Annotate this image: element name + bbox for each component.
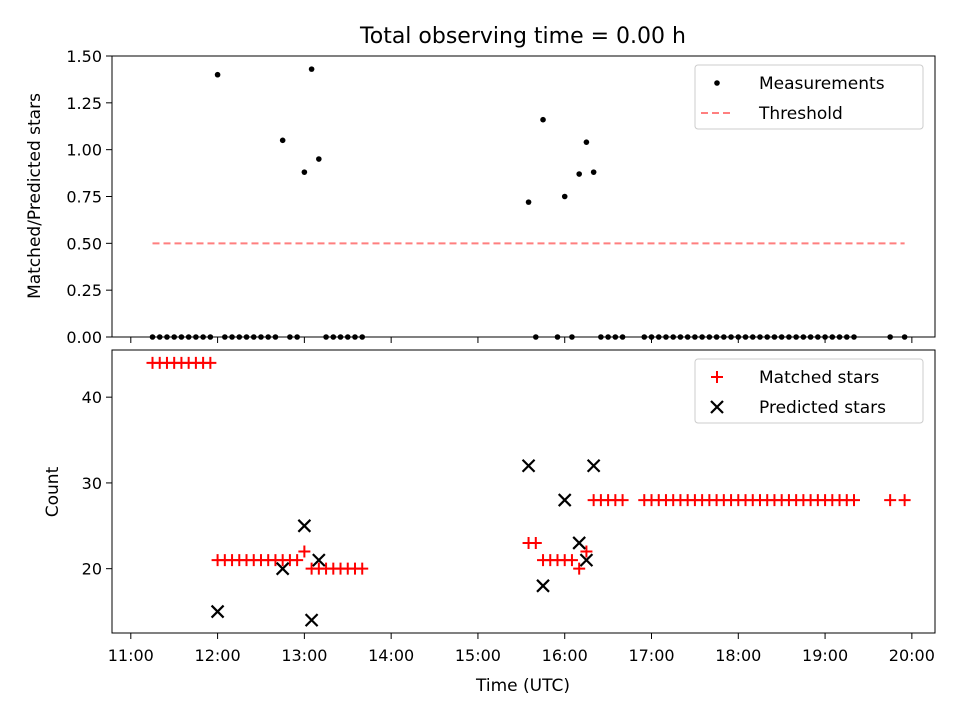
ratio-axes: 0.00 0.25 0.50 0.75 1.00 1.25 1.50 bbox=[66, 47, 913, 347]
ratio-legend: Measurements Threshold bbox=[694, 64, 924, 130]
legend-label: Measurements bbox=[759, 74, 885, 94]
plot-frame bbox=[111, 55, 936, 338]
matched-star-point bbox=[580, 545, 593, 558]
y-tick-label: 0.25 bbox=[66, 281, 102, 300]
legend-box bbox=[694, 358, 924, 424]
x-tick-label: 11:00 bbox=[108, 646, 154, 665]
matched-star-point bbox=[356, 562, 369, 575]
measurement-point bbox=[214, 71, 221, 78]
predicted-star-point bbox=[275, 561, 290, 576]
predicted-star-point bbox=[586, 458, 601, 473]
legend-label: Matched stars bbox=[759, 368, 879, 388]
measurement-point bbox=[301, 169, 308, 175]
x-tick-label: 14:00 bbox=[368, 646, 414, 665]
predicted-star-point bbox=[557, 493, 572, 507]
measurement-point bbox=[576, 171, 582, 177]
y-tick-label: 1.50 bbox=[66, 47, 102, 66]
matched-star-point bbox=[291, 554, 304, 567]
legend-x-swatch bbox=[710, 400, 724, 414]
predicted-star-point bbox=[536, 579, 550, 593]
legend-plus-swatch bbox=[711, 371, 723, 383]
x-tick-label: 19:00 bbox=[802, 646, 848, 665]
y-tick-label: 1.25 bbox=[66, 94, 102, 113]
matched-star-point bbox=[529, 536, 542, 549]
measurement-point bbox=[583, 139, 590, 145]
measurement-point bbox=[279, 137, 286, 144]
x-tick-label: 18:00 bbox=[715, 646, 761, 665]
predicted-star-point bbox=[579, 553, 594, 567]
predicted-star-point bbox=[521, 458, 536, 473]
count-series bbox=[146, 356, 911, 627]
legend-dot-swatch bbox=[714, 80, 720, 86]
matched-star-point bbox=[884, 494, 897, 507]
x-tick-label: 16:00 bbox=[542, 646, 588, 665]
x-tick-label: 20:00 bbox=[889, 646, 935, 665]
measurement-point bbox=[308, 66, 315, 72]
legend-box bbox=[694, 64, 924, 130]
ratio-series bbox=[149, 66, 908, 340]
count-panel: Count Time (UTC) 20 30 40 11:00 12:00 13:00 14… bbox=[43, 349, 936, 696]
x-axis-label: Time (UTC) bbox=[475, 676, 570, 696]
predicted-star-point bbox=[304, 613, 319, 627]
matched-star-point bbox=[573, 562, 586, 575]
y-tick-label: 0.75 bbox=[66, 188, 102, 207]
matched-star-point bbox=[565, 554, 578, 567]
chart-title: Total observing time = 0.00 h bbox=[359, 24, 686, 49]
x-tick-label: 17:00 bbox=[628, 646, 674, 665]
x-tick-label: 15:00 bbox=[455, 646, 501, 665]
matched-star-point bbox=[616, 494, 629, 507]
measurement-point bbox=[316, 156, 322, 162]
count-legend: Matched stars Predicted stars bbox=[694, 358, 924, 424]
count-axes: 20 30 40 11:00 12:00 13:00 14:00 15:00 16:00 17:0… bbox=[82, 388, 935, 665]
y-tick-label: 0.00 bbox=[66, 328, 102, 347]
y-tick-label: 40 bbox=[82, 388, 102, 407]
y-tick-label: 1.00 bbox=[66, 141, 102, 160]
predicted-star-point bbox=[297, 519, 312, 533]
plot-frame bbox=[111, 349, 936, 634]
matched-star-point bbox=[898, 494, 911, 507]
x-tick-label: 12:00 bbox=[195, 646, 241, 665]
matched-star-point bbox=[204, 356, 217, 369]
predicted-star-point bbox=[572, 536, 586, 550]
measurement-point bbox=[525, 199, 532, 205]
legend-label: Predicted stars bbox=[759, 398, 886, 418]
predicted-star-point bbox=[210, 604, 225, 619]
y-tick-label: 30 bbox=[82, 474, 102, 493]
y-axis-label: Count bbox=[43, 466, 63, 517]
matched-star-point bbox=[298, 545, 311, 558]
predicted-star-point bbox=[312, 553, 326, 567]
y-axis-label: Matched/Predicted stars bbox=[25, 93, 45, 299]
y-tick-label: 20 bbox=[82, 560, 102, 579]
measurement-point bbox=[540, 116, 546, 123]
measurement-point bbox=[561, 193, 568, 200]
ratio-panel: Total observing time = 0.00 h Matched/Pr… bbox=[25, 24, 936, 347]
y-tick-label: 0.50 bbox=[66, 234, 102, 253]
matched-star-point bbox=[848, 494, 861, 507]
legend-label: Threshold bbox=[758, 104, 843, 124]
x-tick-label: 13:00 bbox=[281, 646, 327, 665]
measurement-point bbox=[590, 169, 597, 175]
